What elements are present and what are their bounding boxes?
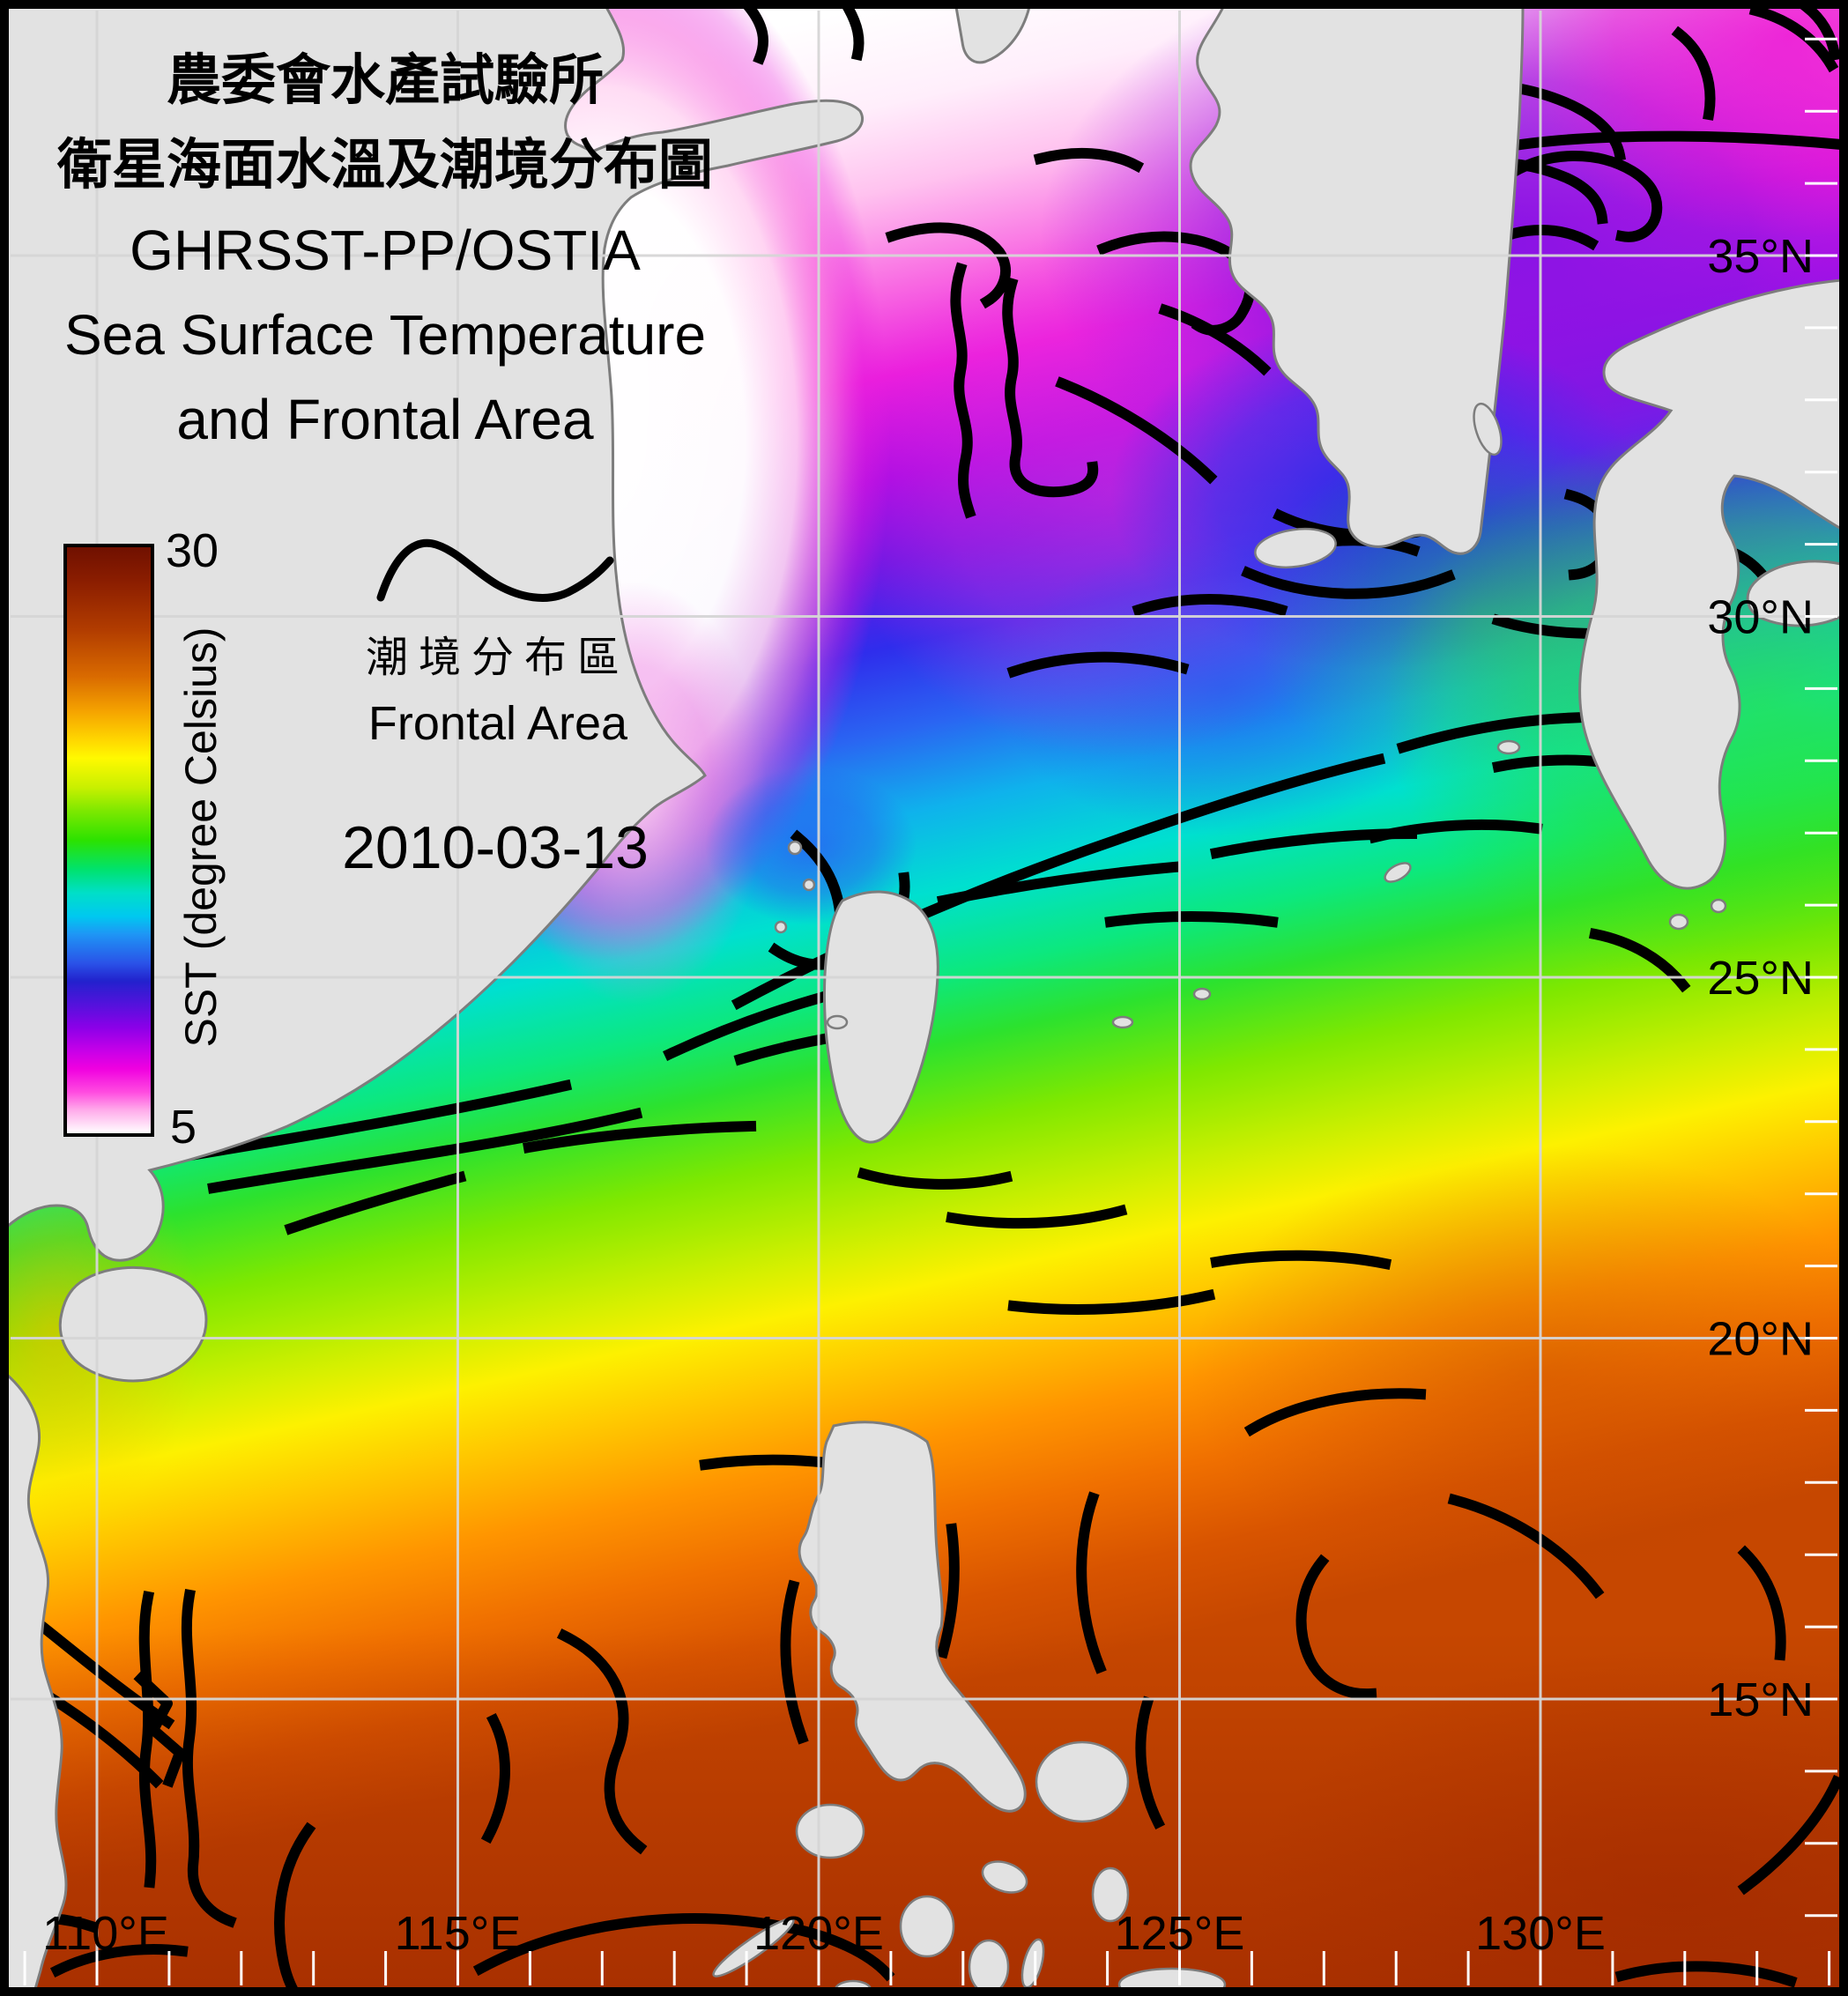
land-china [5, 5, 864, 1262]
island-amami [1496, 739, 1521, 755]
title-block: 農委會水產試驗所 衛星海面水溫及潮境分布圖 GHRSST-PP/OSTIA Se… [24, 39, 746, 462]
island-tanega [1710, 898, 1727, 914]
land-japan [1578, 278, 1843, 890]
island-masbate [981, 1860, 1028, 1894]
title-zh-line2: 衛星海面水溫及潮境分布圖 [56, 135, 713, 196]
colorbar-max-label: 30 [166, 524, 219, 577]
land-liaodong [954, 5, 1031, 64]
island-penghu [826, 1014, 849, 1030]
colorbar-min-label: 5 [170, 1101, 197, 1154]
island-coastal [802, 878, 816, 892]
lat-label-35: 35°N [1707, 230, 1814, 283]
lat-label-30: 30°N [1707, 591, 1814, 644]
date-label: 2010-03-13 [342, 814, 649, 881]
island-yaku [1668, 913, 1689, 931]
island-leyte [1091, 1866, 1130, 1923]
island-okinawa [1384, 862, 1412, 883]
lat-label-25: 25°N [1707, 952, 1814, 1005]
island-palawan [712, 1918, 795, 1977]
land-hainan [58, 1265, 208, 1383]
lon-label-110: 110°E [42, 1907, 169, 1960]
sst-colorbar [63, 544, 154, 1137]
island-coastal2 [774, 920, 788, 934]
title-en-line1: GHRSST-PP/OSTIA [130, 219, 641, 282]
island-mindoro [795, 1803, 865, 1859]
island-negros [968, 1939, 1010, 1995]
island-tsushima [1473, 402, 1503, 456]
land-korea [1189, 5, 1525, 555]
land-luzon [798, 1421, 1027, 1813]
frontal-legend-zh: 潮境分布區 [365, 634, 631, 681]
lat-label-20: 20°N [1707, 1313, 1814, 1366]
colorbar-axis-label: SST (degree Celsius) [176, 627, 226, 1048]
land-shikoku [1746, 560, 1843, 627]
title-en-line3: and Frontal Area [176, 388, 594, 451]
island-ishigaki [1111, 1015, 1134, 1029]
frontal-legend-en: Frontal Area [367, 697, 628, 750]
island-miyako [1192, 987, 1212, 1001]
title-en-line2: Sea Surface Temperature [63, 303, 707, 367]
frontal-area-symbol [376, 538, 614, 602]
island-panay [899, 1895, 955, 1958]
island-jeju [1254, 527, 1337, 569]
land-vietnam [5, 1371, 68, 1991]
lat-label-15: 15°N [1707, 1673, 1814, 1726]
island-samar [1035, 1740, 1130, 1823]
island-matsu [787, 840, 803, 856]
land-taiwan [823, 890, 939, 1144]
title-zh-line1: 農委會水產試驗所 [166, 50, 604, 111]
